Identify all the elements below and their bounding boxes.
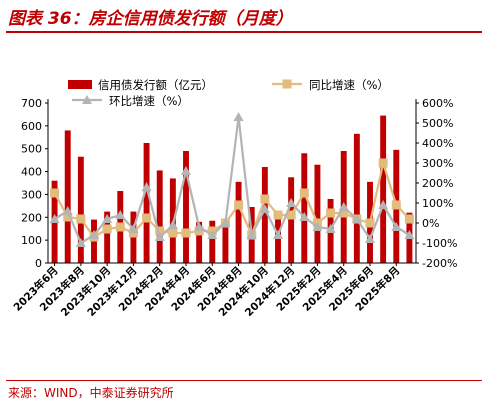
point-2-2023年12月 bbox=[128, 224, 139, 233]
point-2-2023年10月 bbox=[102, 214, 113, 223]
bar-2024年2月 bbox=[156, 170, 163, 263]
point-2-2024年8月 bbox=[233, 112, 244, 121]
bar-2024年12月 bbox=[288, 177, 295, 263]
point-1-2024年11月 bbox=[273, 210, 283, 220]
point-1-2023年8月 bbox=[76, 214, 86, 224]
bar-2024年11月 bbox=[275, 218, 281, 263]
y-left-tick-label: 300 bbox=[21, 188, 42, 201]
legend-label-bar: 信用债发行额（亿元） bbox=[98, 78, 213, 92]
point-1-2024年4月 bbox=[181, 228, 191, 238]
line-series-1 bbox=[53, 158, 411, 239]
point-2-2024年7月 bbox=[220, 218, 231, 227]
point-2-2023年6月 bbox=[49, 214, 60, 223]
y-right-tick-label: 400% bbox=[422, 137, 453, 150]
point-1-2023年10月 bbox=[102, 224, 112, 234]
point-1-2025年4月 bbox=[339, 208, 349, 218]
legend-marker-mom bbox=[82, 95, 92, 104]
legend-label-mom: 环比增速（%） bbox=[109, 94, 189, 108]
bar-2025年7月 bbox=[380, 115, 387, 263]
legend-label-yoy: 同比增速（%） bbox=[309, 78, 389, 92]
bar-2024年8月 bbox=[235, 181, 242, 263]
bar-2023年10月 bbox=[104, 211, 111, 263]
point-1-2024年8月 bbox=[234, 200, 244, 210]
legend-marker-yoy bbox=[282, 79, 292, 89]
chart-area: 0 100 200 300 400 500 600 700 -200% -100% 0% 100% 20… bbox=[0, 36, 488, 378]
legend: 信用债发行额（亿元） 同比增速（%） 环比增速（%） bbox=[68, 78, 389, 108]
point-1-2025年3月 bbox=[326, 208, 336, 218]
chart-svg: 0 100 200 300 400 500 600 700 -200% -100% 0% 100% 20… bbox=[11, 78, 458, 319]
y-right-tick-label: 500% bbox=[422, 117, 453, 130]
point-1-2025年8月 bbox=[391, 200, 401, 210]
chart-title: 图表 36：房企信用债发行额（月度） bbox=[8, 9, 293, 29]
y-right-tick-label: 0% bbox=[422, 217, 439, 230]
y-left-tick-label: 200 bbox=[21, 211, 42, 224]
point-1-2025年1月 bbox=[299, 188, 309, 198]
line-series-2 bbox=[53, 116, 411, 245]
point-2-2024年6月 bbox=[207, 230, 218, 239]
point-1-2023年11月 bbox=[115, 222, 125, 232]
y-right-tick-label: 300% bbox=[422, 157, 453, 170]
point-1-2023年7月 bbox=[63, 212, 73, 222]
point-2-2025年1月 bbox=[299, 212, 310, 221]
y-left-tick-label: 100 bbox=[21, 234, 42, 247]
point-2-2024年4月 bbox=[181, 166, 191, 175]
source-divider bbox=[6, 380, 482, 381]
point-1-2024年3月 bbox=[168, 228, 178, 238]
point-2-2024年11月 bbox=[273, 230, 283, 239]
point-2-2025年8月 bbox=[391, 222, 402, 231]
y-right-tick-label: 200% bbox=[422, 177, 453, 190]
point-1-2023年6月 bbox=[50, 188, 60, 198]
point-1-2025年7月 bbox=[378, 158, 388, 168]
point-2-2025年4月 bbox=[338, 202, 349, 211]
bar-2024年1月 bbox=[143, 143, 150, 263]
legend-swatch-bar bbox=[68, 80, 92, 89]
point-2-2024年5月 bbox=[194, 222, 205, 231]
point-2-2023年11月 bbox=[115, 210, 126, 219]
point-2-2024年9月 bbox=[246, 230, 257, 239]
source-note: 来源：WIND，中泰证券研究所 bbox=[8, 386, 174, 400]
bar-2024年10月 bbox=[261, 167, 268, 263]
point-2-2025年2月 bbox=[312, 222, 323, 231]
y-left-tick-label: 600 bbox=[21, 120, 42, 133]
point-2-2025年7月 bbox=[378, 200, 389, 209]
y-left-tick-label: 400 bbox=[21, 166, 42, 179]
point-1-2024年1月 bbox=[142, 213, 152, 223]
point-2-2023年9月 bbox=[89, 230, 99, 239]
point-1-2024年12月 bbox=[286, 210, 296, 220]
y-right-tick-label: 600% bbox=[422, 97, 453, 110]
bar-2024年6月 bbox=[209, 220, 216, 263]
y-left-tick-label: 700 bbox=[21, 97, 42, 110]
point-2-2025年6月 bbox=[365, 234, 375, 243]
bar-2023年8月 bbox=[77, 156, 84, 263]
point-2-2025年9月 bbox=[404, 230, 415, 239]
bar-2024年4月 bbox=[183, 151, 189, 263]
bar-2023年7月 bbox=[64, 130, 71, 263]
bar-2025年5月 bbox=[353, 133, 360, 263]
point-1-2025年6月 bbox=[365, 218, 375, 228]
bar-2024年5月 bbox=[196, 221, 203, 263]
y-left-tick-label: 0 bbox=[35, 257, 42, 270]
bar-2025年2月 bbox=[314, 164, 321, 263]
y-right-tick-label: -100% bbox=[422, 237, 457, 250]
point-1-2025年9月 bbox=[404, 214, 414, 224]
point-2-2023年8月 bbox=[75, 238, 86, 247]
point-1-2024年2月 bbox=[155, 226, 165, 236]
point-2-2025年5月 bbox=[351, 214, 362, 223]
bar-2025年1月 bbox=[301, 153, 308, 263]
point-2-2024年10月 bbox=[259, 204, 270, 213]
y-right-tick-label: -200% bbox=[422, 257, 457, 270]
point-2-2024年1月 bbox=[141, 182, 152, 191]
bar-series bbox=[51, 115, 413, 263]
point-2-2024年12月 bbox=[286, 198, 297, 207]
line-series bbox=[49, 112, 415, 247]
point-2-2023年7月 bbox=[62, 206, 73, 215]
point-2-2024年2月 bbox=[154, 232, 165, 241]
y-left-tick-label: 500 bbox=[21, 143, 42, 156]
bar-2024年7月 bbox=[222, 226, 229, 263]
title-underline bbox=[6, 31, 482, 33]
y-right-tick-label: 100% bbox=[422, 197, 453, 210]
point-2-2025年3月 bbox=[325, 224, 336, 233]
point-1-2024年10月 bbox=[260, 194, 270, 204]
point-2-2024年3月 bbox=[167, 220, 178, 229]
